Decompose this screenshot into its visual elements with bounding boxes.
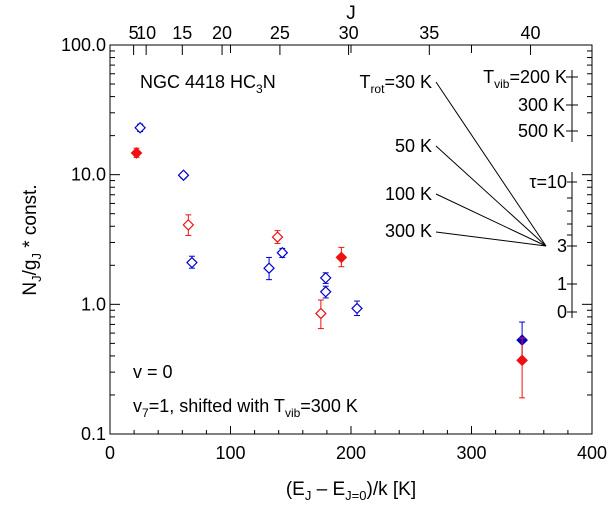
diamond-marker bbox=[130, 147, 143, 159]
diamond-marker bbox=[182, 219, 195, 231]
diamond-marker bbox=[335, 251, 348, 264]
x-tick-label: 400 bbox=[577, 443, 607, 463]
data-point bbox=[263, 256, 275, 281]
tau-label-10: τ=10 bbox=[529, 172, 567, 192]
trot-lines bbox=[435, 81, 547, 247]
j-tick-label: 30 bbox=[339, 23, 359, 43]
j-tick-label: 10 bbox=[136, 23, 156, 43]
trot-line-300 bbox=[435, 231, 547, 247]
trot-label-50: 50 K bbox=[395, 136, 432, 156]
y-tick-label: 1.0 bbox=[81, 294, 106, 314]
j-tick-label: 40 bbox=[521, 23, 541, 43]
tau-scale bbox=[567, 172, 577, 318]
x-axis: 0 100 200 300 400 bbox=[105, 45, 607, 463]
diamond-marker bbox=[276, 246, 289, 259]
diamond-marker bbox=[351, 302, 363, 315]
data-point bbox=[319, 272, 332, 284]
j-tick-label: 5 bbox=[129, 23, 139, 43]
diamond-marker bbox=[516, 354, 528, 367]
data-point bbox=[130, 147, 143, 159]
data-point bbox=[134, 121, 146, 134]
diamond-marker bbox=[271, 231, 284, 243]
data-point bbox=[271, 230, 284, 244]
data-point bbox=[315, 299, 327, 330]
tvib-label-300: 300 K bbox=[518, 95, 565, 115]
trot-label-300: 300 K bbox=[385, 221, 432, 241]
x-tick-label: 300 bbox=[456, 443, 486, 463]
diamond-marker bbox=[186, 256, 198, 269]
tau-label-3: 3 bbox=[557, 236, 567, 256]
j-tick-label: 15 bbox=[172, 23, 192, 43]
diamond-marker bbox=[177, 169, 190, 182]
data-point bbox=[351, 300, 363, 317]
data-points bbox=[130, 121, 528, 399]
tvib-scale bbox=[566, 70, 578, 142]
data-point bbox=[276, 246, 289, 259]
diamond-marker bbox=[319, 285, 332, 298]
y-tick-label: 100.0 bbox=[61, 35, 106, 55]
top-j-axis: 510 15 20 25 30 35 40 bbox=[129, 23, 541, 55]
data-point bbox=[186, 255, 198, 269]
tvib-label-500: 500 K bbox=[518, 121, 565, 141]
tau-label-1: 1 bbox=[557, 274, 567, 294]
data-point bbox=[335, 246, 348, 268]
trot-line-30 bbox=[435, 81, 547, 247]
data-point bbox=[319, 285, 332, 299]
data-point bbox=[516, 337, 528, 399]
trot-line-100 bbox=[435, 193, 547, 247]
trot-label-30: Trot=30 K bbox=[359, 72, 432, 96]
x-tick-label: 0 bbox=[105, 443, 115, 463]
x-tick-label: 200 bbox=[336, 443, 366, 463]
x-tick-label: 100 bbox=[215, 443, 245, 463]
chart-title: NGC 4418 HC3N bbox=[140, 72, 276, 96]
y-tick-label: 0.1 bbox=[81, 424, 106, 444]
data-point bbox=[177, 169, 190, 182]
data-point bbox=[182, 214, 195, 236]
tau-label-0: 0 bbox=[557, 302, 567, 322]
x-axis-label: (EJ – EJ=0)/k [K] bbox=[286, 479, 416, 503]
diamond-marker bbox=[134, 121, 146, 134]
tvib-label: Tvib=200 K bbox=[483, 67, 567, 91]
legend-v0: v = 0 bbox=[133, 362, 173, 382]
j-tick-label: 35 bbox=[419, 23, 439, 43]
y-tick-label: 10.0 bbox=[71, 165, 106, 185]
y-axis: 0.1 1.0 10.0 100.0 bbox=[61, 35, 592, 444]
trot-label-100: 100 K bbox=[385, 184, 432, 204]
top-axis-label: J bbox=[346, 3, 356, 24]
diamond-marker bbox=[319, 272, 332, 284]
legend-v7: v7=1, shifted with Tvib=300 K bbox=[133, 396, 358, 420]
diamond-marker bbox=[263, 262, 275, 275]
trot-line-50 bbox=[435, 145, 547, 247]
y-axis-label: NJ/gJ * const. bbox=[20, 184, 44, 295]
j-tick-label: 20 bbox=[212, 23, 232, 43]
diamond-marker bbox=[315, 307, 327, 320]
j-tick-label: 25 bbox=[270, 23, 290, 43]
